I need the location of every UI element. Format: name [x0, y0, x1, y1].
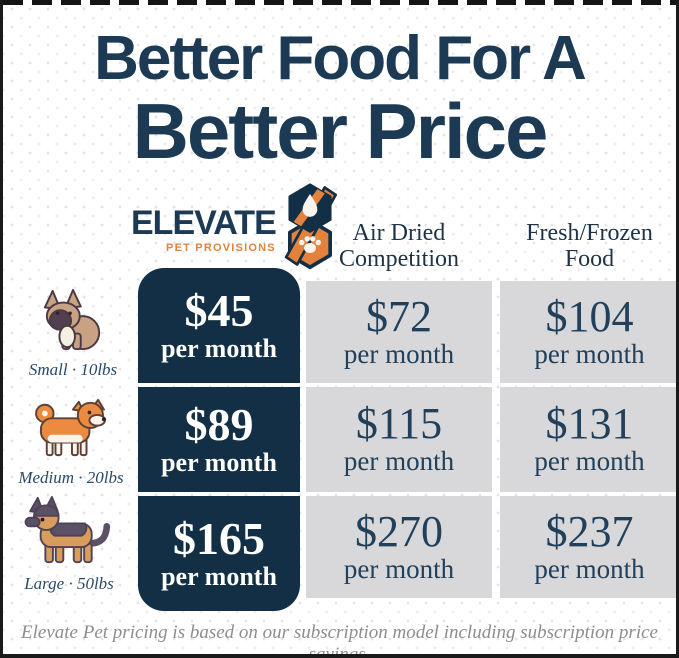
size-label-small: Small · 10lbs — [28, 360, 118, 379]
price-cell-freshfrozen-large: $237 per month — [500, 496, 676, 598]
price-cell-airdried-large: $270 per month — [306, 496, 492, 598]
column-header-air-dried-line1: Air Dried — [352, 220, 446, 246]
price-cell-elevate-medium: $89 per month — [138, 387, 300, 492]
logo-wordmark: ELEVATE — [131, 204, 277, 242]
price-cell-elevate-large: $165 per month — [138, 496, 300, 611]
price-cell-freshfrozen-small: $104 per month — [500, 281, 676, 383]
price-period: per month — [534, 553, 645, 584]
perforation-edge — [3, 0, 676, 5]
price-cell-freshfrozen-medium: $131 per month — [500, 387, 676, 492]
price-cell-airdried-medium: $115 per month — [306, 387, 492, 492]
price-period: per month — [161, 333, 277, 363]
elevate-logo: ELEVATE PET PROVISIONS — [131, 183, 338, 275]
french-bulldog-icon — [37, 288, 109, 356]
shiba-inu-icon — [27, 398, 115, 464]
size-row-medium: Medium · 20lbs — [11, 396, 131, 488]
price-cell-elevate-small: $45 per month — [138, 268, 300, 383]
price-value: $115 — [355, 399, 443, 449]
size-row-small: Small · 10lbs — [13, 288, 133, 380]
price-value: $165 — [173, 512, 265, 564]
price-value: $270 — [355, 506, 443, 556]
price-period: per month — [534, 338, 645, 369]
price-period: per month — [343, 338, 455, 369]
price-cell-airdried-small: $72 per month — [306, 281, 492, 383]
size-row-large: Large · 50lbs — [9, 496, 129, 594]
price-value: $45 — [184, 284, 254, 336]
price-period: per month — [161, 447, 277, 477]
column-header-fresh-frozen: Fresh/Frozen Food — [500, 220, 676, 273]
column-header-air-dried-line2: Competition — [339, 245, 459, 272]
price-period: per month — [534, 446, 645, 477]
price-value: $237 — [545, 506, 634, 556]
price-period: per month — [343, 446, 455, 477]
size-label-medium: Medium · 20lbs — [18, 468, 124, 487]
price-period: per month — [161, 561, 277, 591]
elevate-logo-text: ELEVATE PET PROVISIONS — [131, 204, 277, 254]
german-shepherd-icon — [22, 496, 116, 570]
price-value: $72 — [366, 291, 432, 341]
logo-tagline: PET PROVISIONS — [166, 242, 276, 254]
price-period: per month — [343, 553, 455, 584]
price-value: $89 — [184, 398, 254, 450]
column-header-fresh-frozen-line1: Fresh/Frozen — [526, 220, 653, 246]
disclaimer-text: Elevate Pet pricing is based on our subs… — [21, 622, 658, 658]
column-header-air-dried: Air Dried Competition — [306, 220, 492, 273]
title-line-1: Better Food For A — [94, 24, 587, 93]
size-label-large: Large · 50lbs — [24, 574, 114, 593]
price-value: $104 — [545, 291, 634, 341]
title-line-2: Better Price — [132, 87, 549, 175]
price-value: $131 — [545, 399, 634, 449]
elevate-hex-badge-icon — [282, 182, 338, 275]
column-header-fresh-frozen-line2: Food — [564, 245, 615, 272]
